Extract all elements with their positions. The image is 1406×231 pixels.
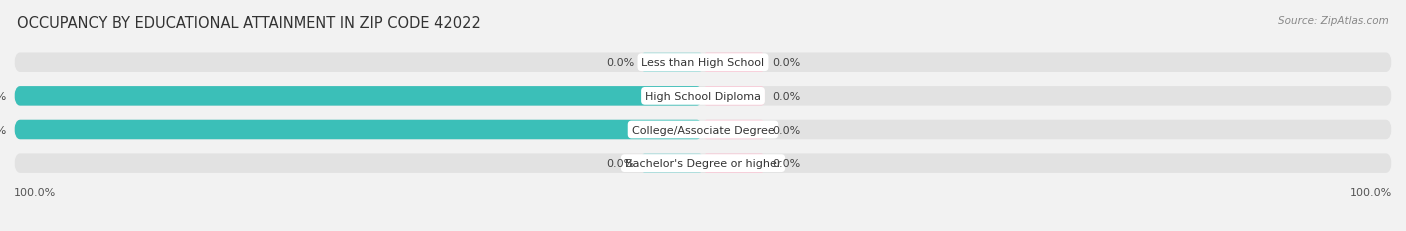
Text: 100.0%: 100.0% (1350, 188, 1392, 198)
Text: 0.0%: 0.0% (606, 58, 634, 68)
Text: 100.0%: 100.0% (0, 125, 7, 135)
FancyBboxPatch shape (14, 87, 1392, 106)
FancyBboxPatch shape (703, 87, 765, 106)
FancyBboxPatch shape (14, 120, 703, 140)
Text: 100.0%: 100.0% (0, 91, 7, 101)
FancyBboxPatch shape (14, 154, 1392, 173)
Text: Bachelor's Degree or higher: Bachelor's Degree or higher (624, 158, 782, 168)
FancyBboxPatch shape (703, 120, 765, 140)
FancyBboxPatch shape (641, 53, 703, 73)
Text: 0.0%: 0.0% (772, 125, 800, 135)
Text: 0.0%: 0.0% (606, 158, 634, 168)
FancyBboxPatch shape (14, 87, 703, 106)
Text: 0.0%: 0.0% (772, 58, 800, 68)
FancyBboxPatch shape (703, 53, 765, 73)
FancyBboxPatch shape (14, 53, 1392, 73)
Text: 100.0%: 100.0% (14, 188, 56, 198)
FancyBboxPatch shape (703, 154, 765, 173)
FancyBboxPatch shape (14, 120, 1392, 140)
Text: High School Diploma: High School Diploma (645, 91, 761, 101)
Text: OCCUPANCY BY EDUCATIONAL ATTAINMENT IN ZIP CODE 42022: OCCUPANCY BY EDUCATIONAL ATTAINMENT IN Z… (17, 16, 481, 31)
FancyBboxPatch shape (641, 154, 703, 173)
Text: Less than High School: Less than High School (641, 58, 765, 68)
Text: 0.0%: 0.0% (772, 91, 800, 101)
Text: 0.0%: 0.0% (772, 158, 800, 168)
Text: Source: ZipAtlas.com: Source: ZipAtlas.com (1278, 16, 1389, 26)
Text: College/Associate Degree: College/Associate Degree (631, 125, 775, 135)
